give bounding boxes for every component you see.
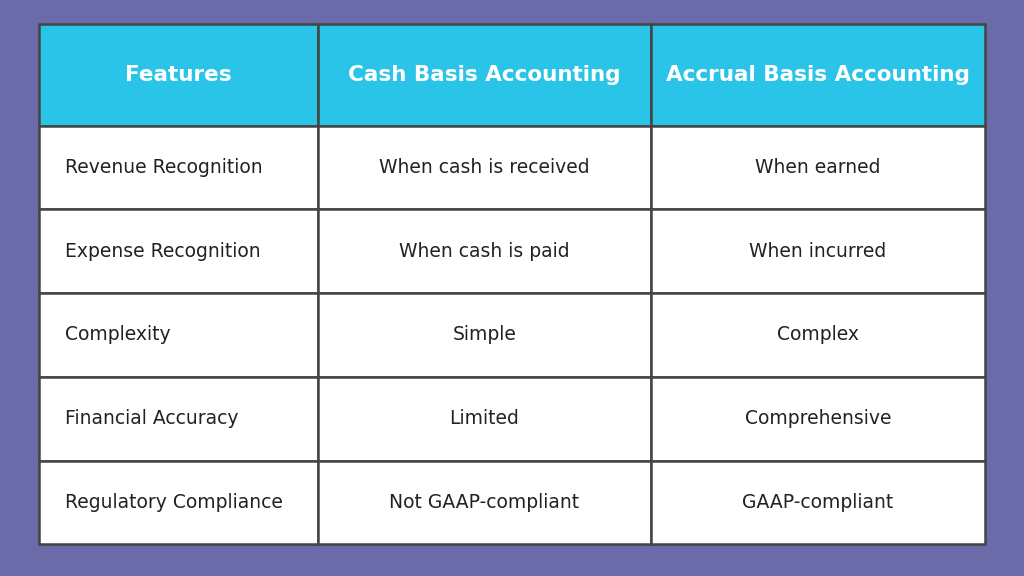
Bar — [651, 293, 985, 377]
Bar — [651, 461, 985, 544]
Bar — [651, 209, 985, 293]
Text: Complexity: Complexity — [65, 325, 170, 344]
Bar — [318, 209, 651, 293]
Bar — [39, 293, 318, 377]
Text: Simple: Simple — [453, 325, 516, 344]
Text: Comprehensive: Comprehensive — [744, 409, 891, 428]
Bar — [318, 293, 651, 377]
Text: Financial Accuracy: Financial Accuracy — [65, 409, 238, 428]
Bar — [39, 377, 318, 461]
Bar — [318, 126, 651, 209]
Text: Complex: Complex — [777, 325, 859, 344]
Text: When cash is received: When cash is received — [379, 158, 590, 177]
Text: When cash is paid: When cash is paid — [399, 242, 570, 261]
Text: When earned: When earned — [756, 158, 881, 177]
Text: Cash Basis Accounting: Cash Basis Accounting — [348, 65, 621, 85]
Text: Features: Features — [125, 65, 231, 85]
Text: Regulatory Compliance: Regulatory Compliance — [65, 493, 283, 512]
Bar — [651, 377, 985, 461]
Text: Not GAAP-compliant: Not GAAP-compliant — [389, 493, 580, 512]
Bar — [39, 209, 318, 293]
Bar — [651, 126, 985, 209]
Text: Revenue Recognition: Revenue Recognition — [65, 158, 262, 177]
Text: GAAP-compliant: GAAP-compliant — [742, 493, 894, 512]
Bar — [318, 461, 651, 544]
Bar — [318, 24, 651, 126]
Bar — [39, 24, 318, 126]
Bar — [39, 126, 318, 209]
Text: Expense Recognition: Expense Recognition — [65, 242, 260, 261]
Bar — [318, 377, 651, 461]
Bar — [39, 461, 318, 544]
Text: Limited: Limited — [450, 409, 519, 428]
Text: When incurred: When incurred — [750, 242, 887, 261]
Text: Accrual Basis Accounting: Accrual Basis Accounting — [667, 65, 970, 85]
Bar — [651, 24, 985, 126]
